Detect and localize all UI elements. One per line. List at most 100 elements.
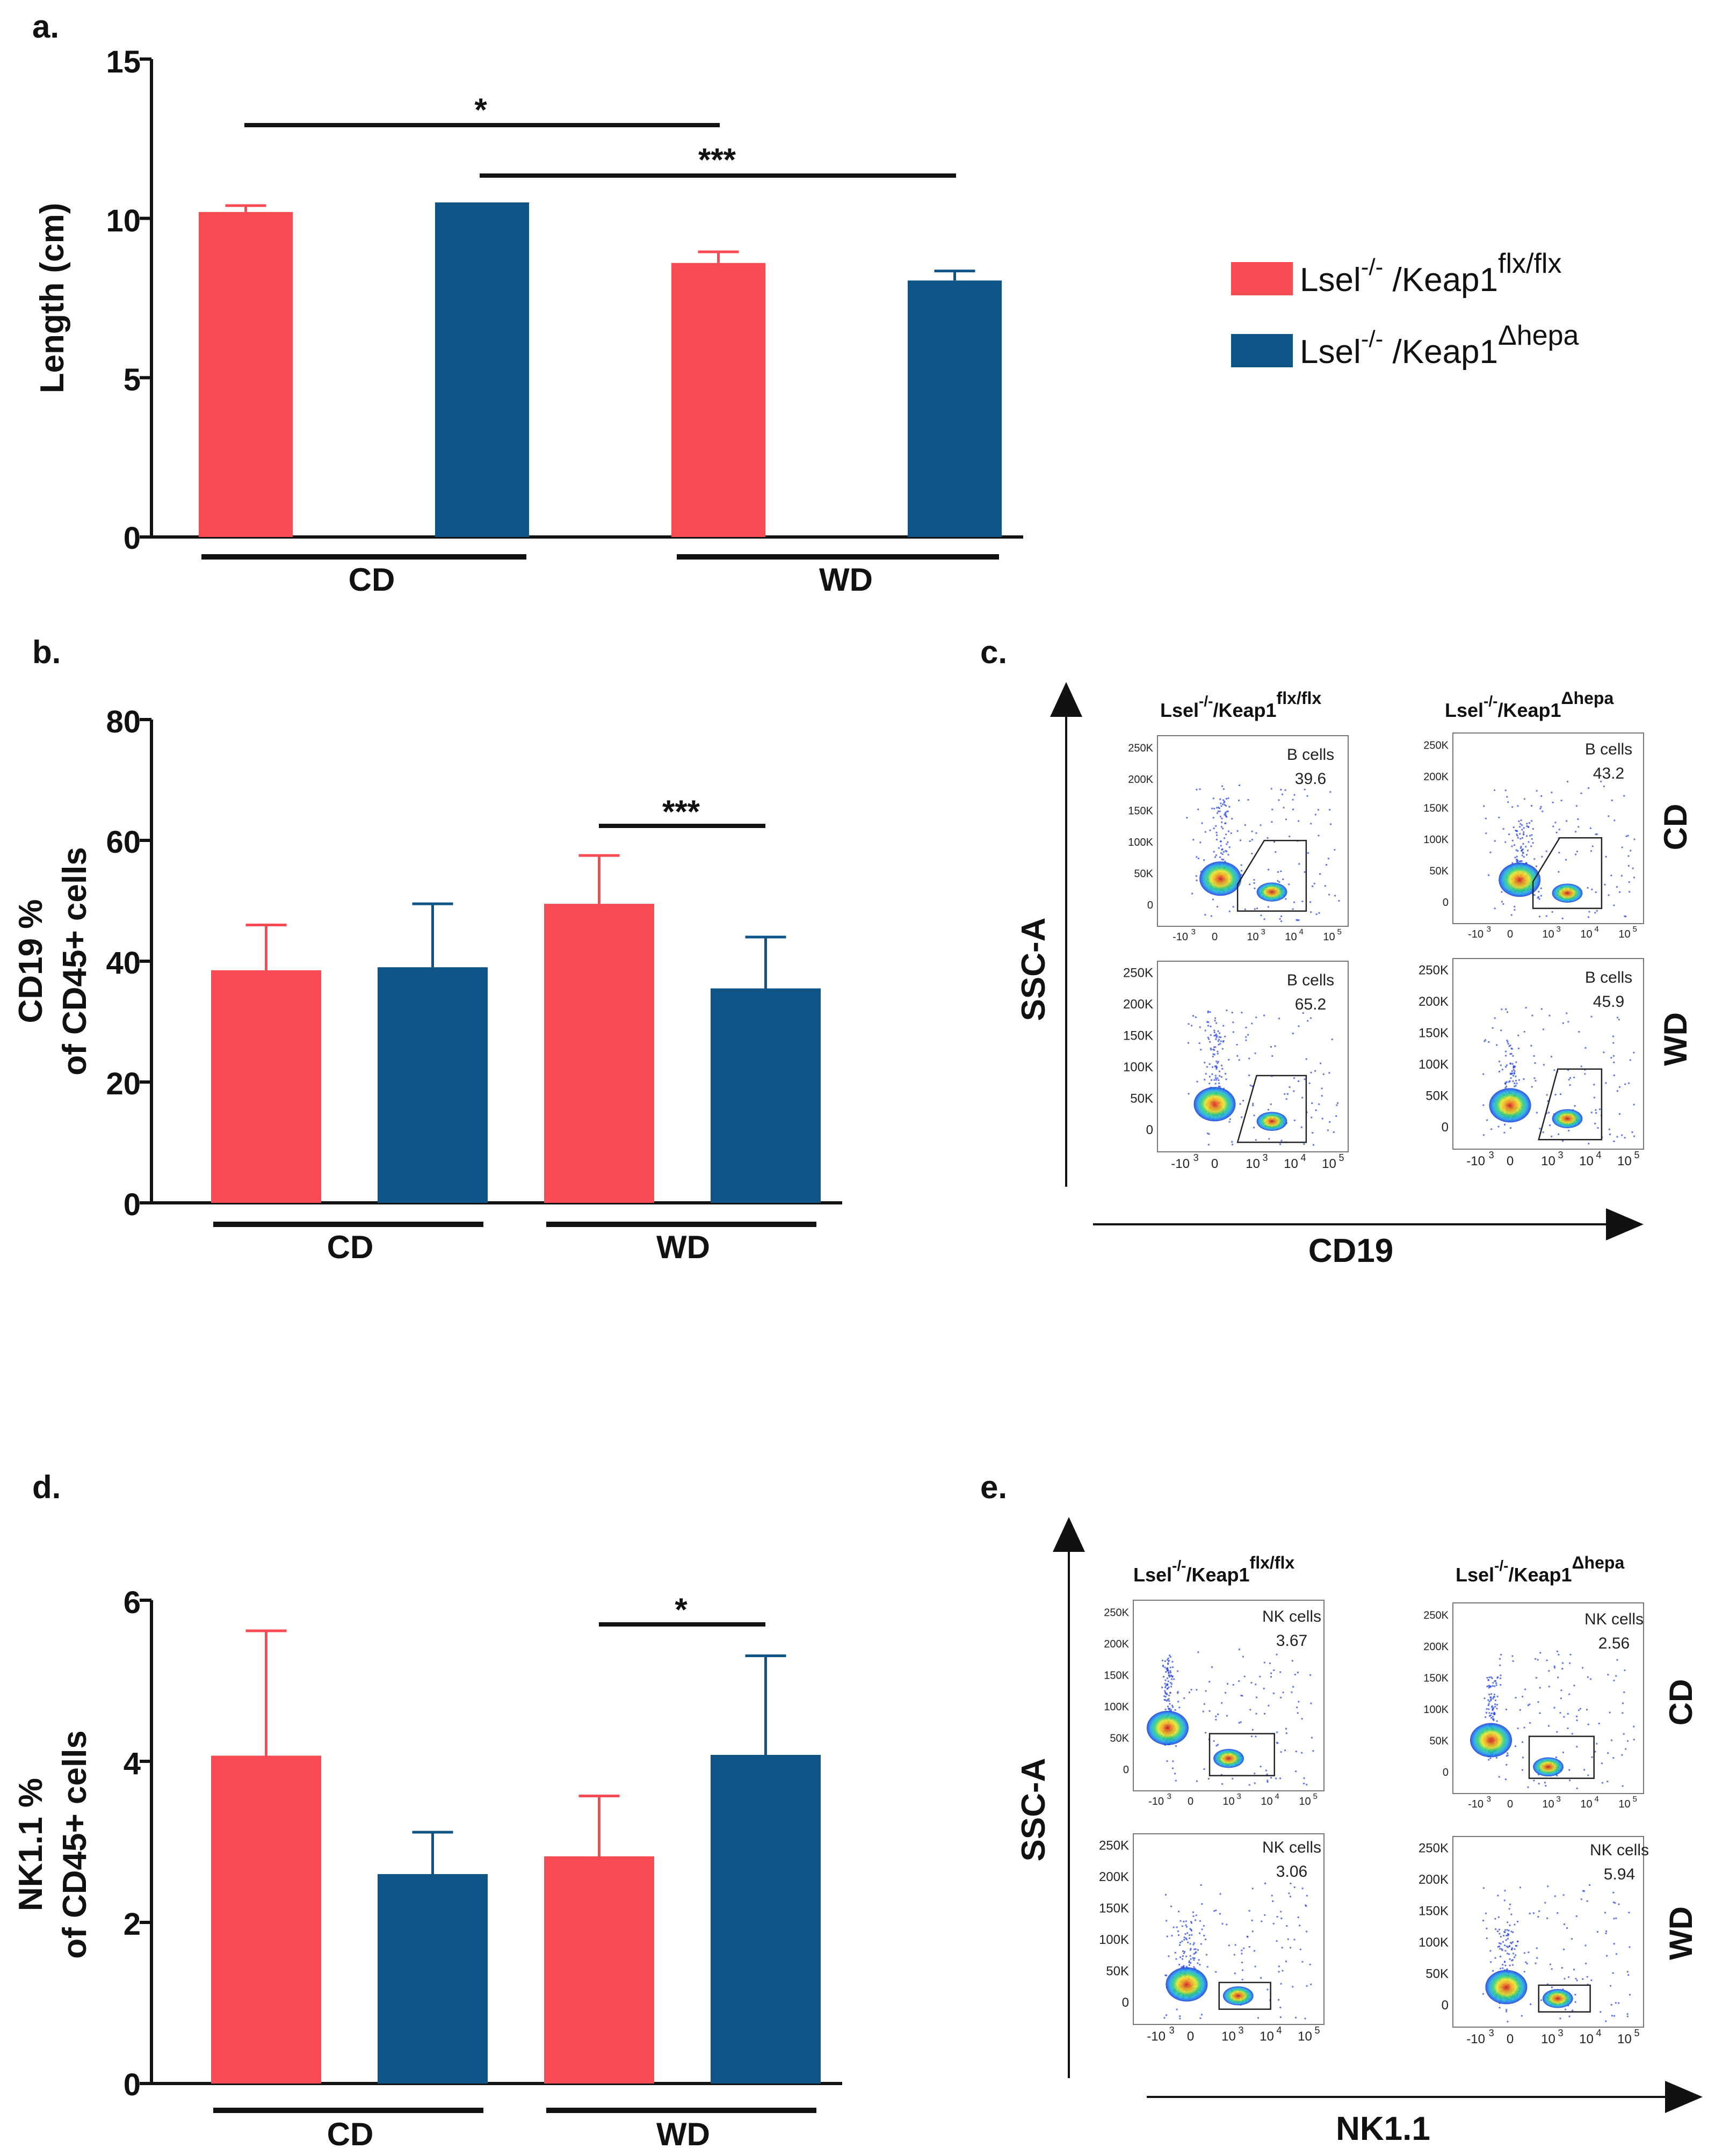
- flow-event-dot: [1516, 861, 1518, 863]
- flow-x-tick-base: 10: [1284, 1157, 1298, 1171]
- flow-event-dot: [1170, 1678, 1173, 1680]
- flow-event-dot: [1501, 1069, 1503, 1071]
- flow-event-dot: [1597, 1127, 1599, 1129]
- flow-event-dot: [1487, 874, 1489, 876]
- flow-event-dot: [1483, 805, 1485, 807]
- flow-event-dot: [1531, 1086, 1533, 1088]
- flow-event-dot: [1487, 1699, 1489, 1701]
- flow-event-dot: [1509, 1044, 1511, 1047]
- flow-event-dot: [1338, 900, 1340, 902]
- flow-event-dot: [1511, 1072, 1514, 1075]
- flow-event-dot: [1501, 901, 1503, 903]
- flow-e-col1-title: Lsel-/-/Keap1flx/flx: [1133, 1553, 1294, 1586]
- flow-x-tick-neg: -10: [1468, 1798, 1484, 1810]
- flow-x-tick-exp: 4: [1595, 1795, 1599, 1804]
- flow-event-dot: [1492, 1708, 1494, 1710]
- flow-event-dot: [1511, 1959, 1514, 1961]
- flow-e-y-arrowhead: [1053, 1517, 1085, 1552]
- flow-event-dot: [1253, 879, 1255, 881]
- flow-event-dot: [1226, 1683, 1228, 1685]
- flow-event-dot: [1221, 817, 1223, 819]
- flow-event-dot: [1502, 1967, 1504, 1969]
- flow-event-dot: [1500, 1968, 1502, 1970]
- flow-event-dot: [1280, 915, 1282, 917]
- flow-event-dot: [1246, 1935, 1248, 1937]
- flow-event-dot: [1601, 1782, 1603, 1784]
- flow-event-dot: [1605, 1082, 1607, 1084]
- flow-event-dot: [1260, 1977, 1262, 1979]
- flow-event-dot: [1179, 1920, 1182, 1922]
- flow-event-dot: [1506, 1085, 1508, 1087]
- flow-x-tick-neg: -10: [1171, 1157, 1190, 1171]
- flow-event-dot: [1493, 1694, 1495, 1696]
- flow-event-dot: [1576, 1787, 1578, 1789]
- flow-event-dot: [1522, 1695, 1524, 1697]
- flow-event-dot: [1241, 874, 1243, 876]
- flow-event-dot: [1228, 846, 1231, 848]
- flow-e-value-wd-flx: 3.06: [1276, 1863, 1307, 1881]
- flow-event-dot: [1219, 1913, 1221, 1915]
- flow-event-dot: [1627, 834, 1629, 837]
- flow-event-dot: [1292, 1686, 1294, 1688]
- flow-event-dot: [1219, 1893, 1221, 1895]
- flow-event-dot: [1293, 1077, 1295, 1079]
- flow-event-dot: [1306, 1930, 1308, 1933]
- flow-event-dot: [1192, 1957, 1194, 1959]
- flow-event-dot: [1613, 2015, 1616, 2017]
- flow-event-dot: [1528, 826, 1530, 828]
- flow-event-dot: [1515, 830, 1517, 832]
- flow-y-tick-label: 100K: [1419, 1057, 1449, 1072]
- flow-event-dot: [1190, 1958, 1192, 1960]
- flow-event-dot: [1619, 891, 1621, 893]
- flow-event-dot: [1263, 1661, 1265, 1664]
- flow-event-dot: [1267, 1108, 1269, 1110]
- flow-event-dot: [1633, 1738, 1635, 1740]
- flow-event-dot: [1251, 1022, 1253, 1025]
- flow-event-dot: [1210, 1034, 1212, 1036]
- flow-event-dot: [1253, 882, 1255, 884]
- flow-event-dot: [1504, 841, 1507, 843]
- flow-y-tick-label: 0: [1122, 1995, 1129, 2010]
- flow-event-dot: [1215, 1066, 1218, 1069]
- chart-d-ytick-6: 6: [124, 1585, 141, 1620]
- flow-event-dot: [1248, 1784, 1250, 1786]
- flow-event-dot: [1509, 1073, 1511, 1075]
- flow-e-row2-label: WD: [1663, 1906, 1699, 1960]
- flow-x-tick-exp: 3: [1558, 1150, 1564, 1160]
- flow-event-dot: [1616, 1659, 1618, 1661]
- flow-event-dot: [1627, 1740, 1629, 1742]
- flow-event-dot: [1585, 1963, 1587, 1965]
- flow-event-dot: [1501, 1949, 1503, 1951]
- flow-event-dot: [1255, 832, 1257, 834]
- flow-event-dot: [1196, 1780, 1198, 1782]
- flow-event-dot: [1217, 1744, 1219, 1746]
- flow-event-dot: [1177, 1701, 1179, 1703]
- flow-event-dot: [1490, 1714, 1492, 1716]
- flow-event-dot: [1284, 1750, 1286, 1752]
- flow-event-dot: [1218, 1085, 1220, 1087]
- flow-event-dot: [1514, 856, 1516, 859]
- flow-event-dot: [1212, 898, 1214, 901]
- flow-event-dot: [1531, 820, 1533, 822]
- flow-event-dot: [1560, 1697, 1562, 1700]
- flow-event-dot: [1248, 1910, 1250, 1912]
- chart-b-group-cd: CD: [327, 1229, 374, 1265]
- flow-event-dot: [1285, 1732, 1287, 1734]
- flow-event-dot: [1564, 1923, 1566, 1925]
- flow-event-dot: [1201, 1928, 1203, 1930]
- flow-x-tick-exp: 4: [1275, 1792, 1279, 1801]
- bar: [378, 967, 488, 1203]
- flow-event-dot: [1541, 855, 1543, 858]
- flow-event-dot: [1626, 2013, 1629, 2015]
- flow-event-dot: [1613, 1075, 1615, 1077]
- flow-event-dot: [1510, 914, 1513, 916]
- flow-event-dot: [1513, 1066, 1515, 1069]
- flow-event-dot: [1502, 1941, 1504, 1943]
- flow-event-dot: [1193, 1957, 1196, 1959]
- flow-event-dot: [1224, 1692, 1226, 1694]
- flow-event-dot: [1287, 1938, 1289, 1940]
- flow-event-dot: [1488, 1687, 1490, 1689]
- flow-event-dot: [1183, 1920, 1185, 1922]
